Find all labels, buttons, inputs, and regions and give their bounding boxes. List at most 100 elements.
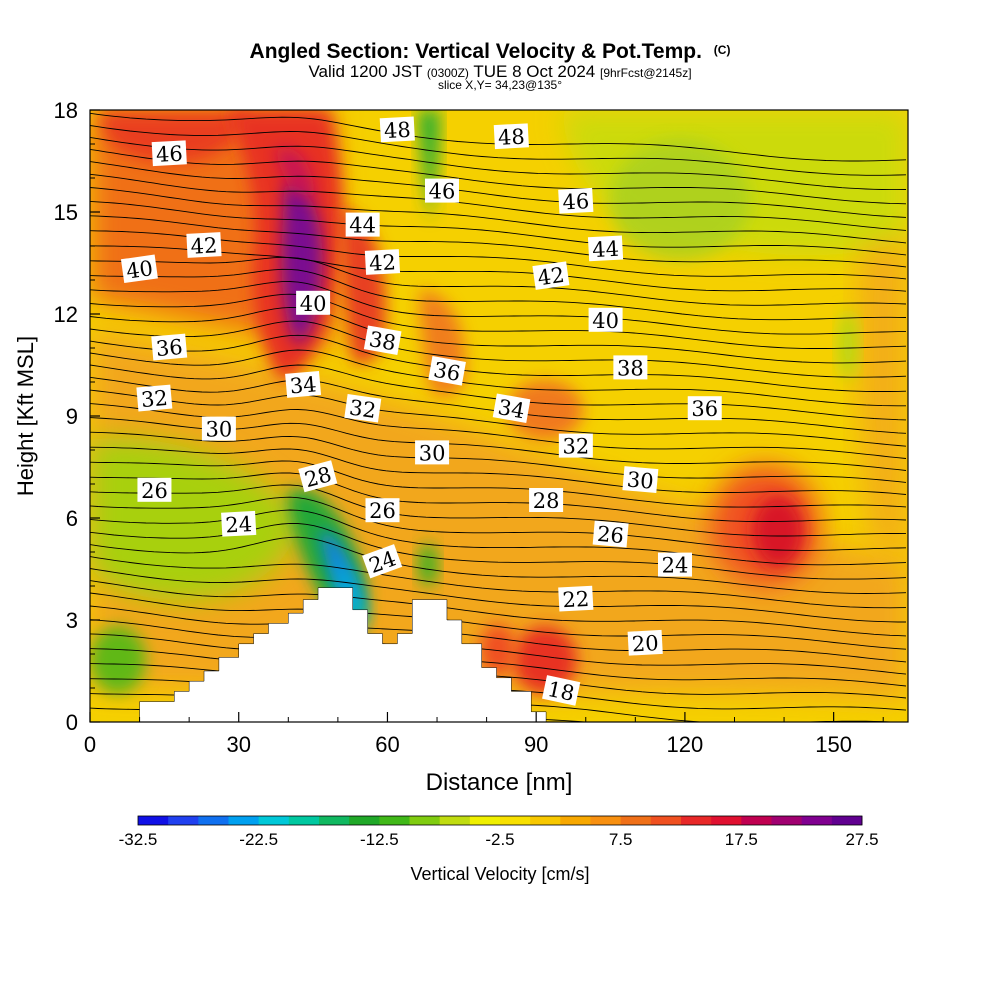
x-axis-label: Distance [nm] xyxy=(426,769,573,796)
contour-label: 24 xyxy=(362,544,403,579)
isentrope-line xyxy=(90,136,907,191)
contour-label-box xyxy=(493,123,529,150)
colorbar-swatch xyxy=(831,816,863,825)
contour-label-box xyxy=(221,510,257,537)
contour-label: 28 xyxy=(529,488,564,513)
isentrope-line xyxy=(90,334,907,392)
colorbar-label: Vertical Velocity [cm/s] xyxy=(410,864,589,884)
contour-label-box xyxy=(592,520,629,548)
contour-label: 26 xyxy=(592,520,629,548)
field-lower-left-blob xyxy=(90,626,146,694)
contour-label: 44 xyxy=(587,235,624,262)
y-axis: 0 3 6 9 12 15 18 xyxy=(54,98,100,735)
contour-label: 44 xyxy=(345,212,380,238)
chart-title-text: Angled Section: Vertical Velocity & Pot.… xyxy=(250,40,702,63)
field-small-green xyxy=(418,543,438,587)
contour-label-text: 32 xyxy=(562,435,589,459)
colorbar-swatch xyxy=(560,816,591,825)
colorbar-swatch xyxy=(771,816,803,825)
isentrope-line xyxy=(90,268,907,321)
colorbar-swatch xyxy=(590,816,622,825)
contour-label-box xyxy=(285,370,322,398)
y-tick-label: 9 xyxy=(66,404,78,429)
field-right-edge xyxy=(858,240,908,560)
chart-subtitle: Valid 1200 JST (0300Z) TUE 8 Oct 2024 [9… xyxy=(308,62,691,81)
contour-label: 30 xyxy=(415,440,450,465)
isentrope-line xyxy=(90,484,907,537)
colorbar-tick-label: 27.5 xyxy=(845,830,878,849)
colorbar-tick-label: 7.5 xyxy=(609,830,633,849)
contour-label-box xyxy=(120,254,158,284)
contour-label-text: 30 xyxy=(419,441,446,465)
contour-label-text: 24 xyxy=(225,512,253,537)
colorbar-frame xyxy=(137,815,863,826)
contour-label-text: 40 xyxy=(125,256,155,283)
contour-label-text: 36 xyxy=(155,335,184,361)
contour-label: 42 xyxy=(532,261,570,290)
subtitle-utc: (0300Z) xyxy=(427,66,469,80)
contour-label-box xyxy=(137,477,172,502)
colorbar-swatch xyxy=(650,816,682,825)
contour-label-box xyxy=(558,187,594,214)
x-axis: 0 30 60 90 120 150 xyxy=(84,712,884,757)
colorbar-swatch xyxy=(711,816,742,825)
y-tick-label: 3 xyxy=(66,608,78,633)
contour-label-text: 26 xyxy=(369,499,396,523)
colorbar-swatch xyxy=(409,816,441,825)
subtitle-valid: Valid 1200 JST xyxy=(308,62,422,81)
contour-label-text: 40 xyxy=(300,292,327,316)
contour-label: 42 xyxy=(364,249,401,276)
isentrope-line xyxy=(90,161,907,218)
contour-label-box xyxy=(657,552,692,577)
contour-label: 36 xyxy=(687,396,722,421)
contour-label: 30 xyxy=(201,416,236,442)
isentrope-line xyxy=(90,721,97,722)
contour-label-text: 24 xyxy=(662,554,689,578)
contour-label-text: 46 xyxy=(429,180,456,204)
contour-label: 46 xyxy=(558,187,594,214)
field-upper-right-patch xyxy=(610,140,750,260)
isentrope-line xyxy=(90,580,907,637)
colorbar-swatch xyxy=(168,816,199,825)
contour-label-box xyxy=(627,629,663,656)
contour-label-text: 38 xyxy=(617,356,644,380)
contour-label-box xyxy=(415,440,450,465)
contour-label: 48 xyxy=(493,123,529,150)
colorbar-swatch xyxy=(469,816,501,825)
contour-label-box xyxy=(622,466,659,494)
contour-label: 34 xyxy=(492,393,531,423)
y-tick-label: 12 xyxy=(54,302,78,327)
contour-label: 32 xyxy=(558,433,593,459)
contour-label-box xyxy=(529,488,564,512)
isentrope-line xyxy=(90,320,907,378)
isentrope-line xyxy=(90,431,907,483)
contour-label-text: 32 xyxy=(140,386,169,412)
isentrope-line xyxy=(90,187,907,244)
colorbar-swatch xyxy=(349,816,380,825)
contour-label-text: 36 xyxy=(432,358,462,386)
contour-label-box xyxy=(542,675,581,706)
isentrope-line xyxy=(90,230,907,280)
contour-label-box xyxy=(136,384,173,412)
contour-label-text: 48 xyxy=(383,118,411,143)
contour-label-text: 34 xyxy=(289,372,318,398)
contour-label-box xyxy=(532,261,570,290)
contour-label-box xyxy=(345,212,380,237)
contour-label-text: 44 xyxy=(592,237,620,262)
colorbar-swatch xyxy=(741,816,772,825)
contour-label-text: 48 xyxy=(497,125,525,150)
contour-label-text: 40 xyxy=(592,309,619,333)
y-tick-label: 18 xyxy=(54,98,78,123)
contour-label: 26 xyxy=(137,477,172,503)
contour-label: 46 xyxy=(151,140,187,167)
contour-label-text: 30 xyxy=(206,418,233,442)
contour-label: 32 xyxy=(344,393,382,423)
colorbar-swatch xyxy=(379,816,410,825)
contour-label-box xyxy=(379,116,415,143)
contour-label-box xyxy=(365,498,400,523)
contour-label-box xyxy=(298,460,338,493)
colorbar-swatch xyxy=(228,816,260,825)
isentrope-line xyxy=(90,605,907,663)
x-tick-label: 150 xyxy=(815,732,852,757)
